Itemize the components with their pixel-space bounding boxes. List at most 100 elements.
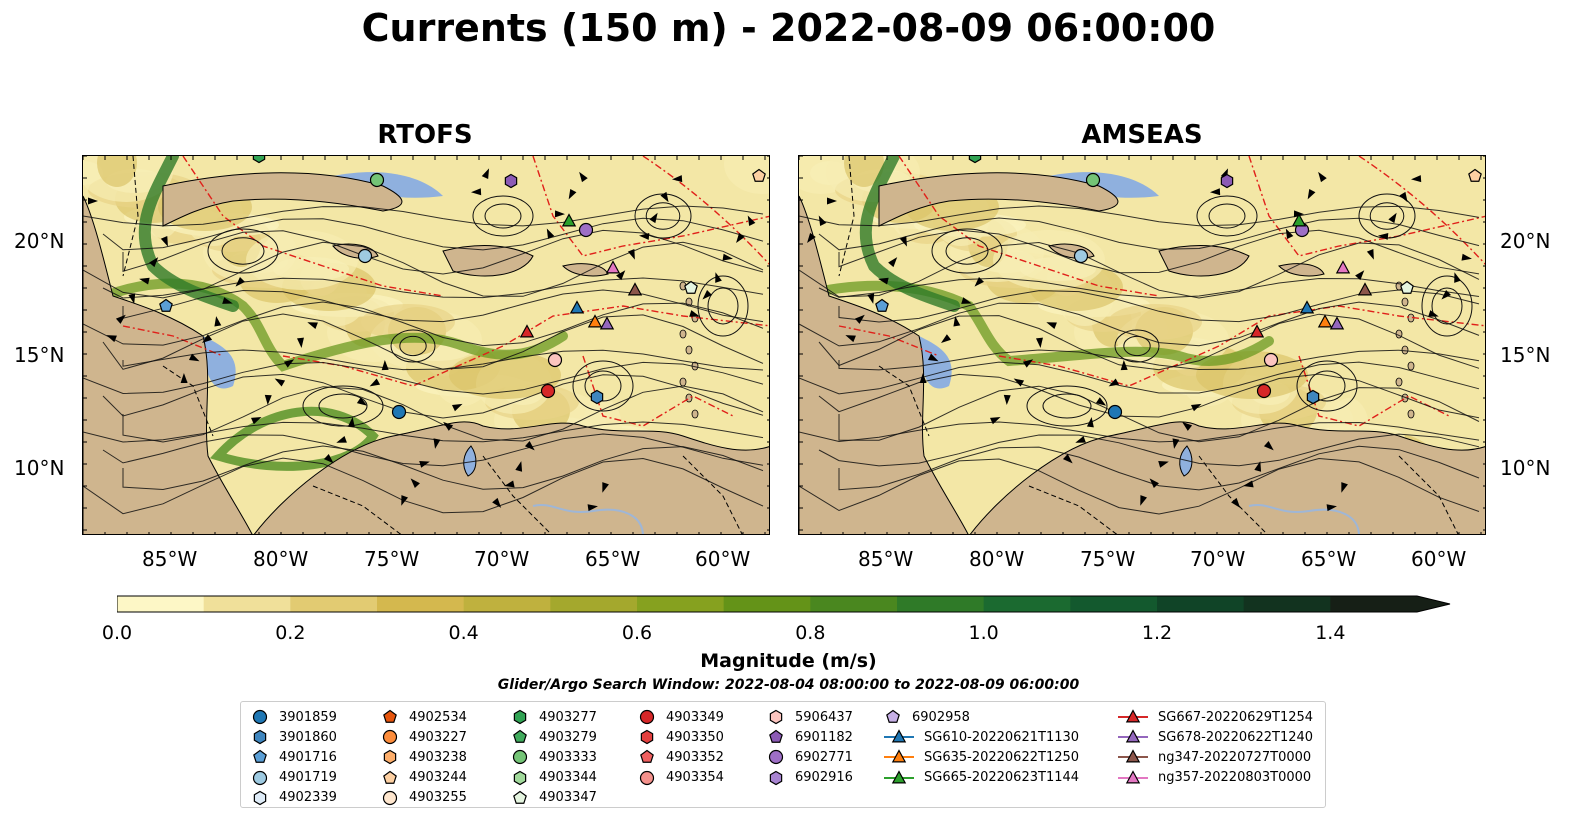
map-graphic [799, 156, 1485, 534]
glider-marker[interactable] [1299, 300, 1315, 314]
argo-float-marker[interactable] [369, 172, 385, 188]
legend-label: 4901719 [279, 770, 337, 786]
streamline-arrow [747, 215, 756, 227]
map-panel-amseas[interactable] [798, 155, 1486, 535]
glider-triangle-icon [1118, 709, 1148, 723]
legend-label: 4903349 [666, 709, 724, 725]
eddy-streamline [1308, 370, 1346, 402]
eez-boundary-line [998, 305, 1485, 387]
glider-triangle-icon [884, 749, 914, 763]
argo-float-marker[interactable] [578, 222, 594, 238]
colorbar-segment [117, 596, 205, 612]
streamline-arrow [1182, 421, 1193, 431]
argo-float-marker[interactable] [1400, 280, 1414, 294]
glider-marker[interactable] [599, 316, 615, 330]
island [1401, 297, 1409, 307]
country-border [312, 485, 402, 534]
streamline-arrow [115, 314, 126, 324]
legend-column: 4902534 4903227 4903238 4903244 4903255 [381, 707, 467, 808]
glider-marker[interactable] [1291, 213, 1307, 227]
colorbar-tick-label: 0.2 [275, 622, 306, 644]
glider-marker[interactable] [627, 282, 643, 296]
streamline-arrow [941, 334, 952, 344]
lat-label-15n-right: 15°N [1500, 343, 1551, 367]
argo-float-marker[interactable] [357, 248, 373, 264]
streamline-arrow [888, 257, 898, 268]
argo-float-marker[interactable] [1107, 404, 1123, 420]
argo-float-marker[interactable] [684, 280, 698, 294]
streamline-arrow [961, 297, 972, 304]
panel-title-amseas: AMSEAS [1081, 120, 1203, 150]
argo-float-marker[interactable] [504, 173, 518, 189]
legend-entry: ng347-20220727T0000 [1118, 747, 1313, 767]
glider-marker[interactable] [605, 260, 621, 274]
argo-float-marker[interactable] [590, 389, 604, 405]
argo-float-marker[interactable] [1306, 389, 1320, 405]
streamline-arrow [401, 495, 408, 506]
colorbar-segment [203, 596, 291, 612]
colorbar-segment [1243, 596, 1331, 612]
streamline-arrow [202, 334, 213, 344]
argo-float-marker[interactable] [875, 298, 889, 312]
streamline [83, 361, 764, 395]
glider-marker[interactable] [561, 213, 577, 227]
lake [1179, 445, 1193, 477]
argo-float-marker[interactable] [1263, 352, 1279, 368]
glider-marker[interactable] [1249, 324, 1265, 338]
argo-float-marker[interactable] [252, 156, 266, 164]
eddy-streamline [1042, 393, 1092, 419]
streamline [799, 241, 1480, 299]
argo-float-marker[interactable] [540, 383, 556, 399]
colorbar-segment [637, 596, 725, 612]
legend-label: 3901860 [279, 729, 337, 745]
streamline-arrow [88, 197, 98, 205]
glider-marker[interactable] [1329, 316, 1345, 330]
eddy-streamline [1208, 203, 1246, 229]
argo-float-marker[interactable] [547, 352, 563, 368]
streamline-arrow [1003, 394, 1011, 405]
colorbar-label: Magnitude (m/s) [700, 650, 877, 672]
eddy-streamline [931, 228, 1003, 274]
hexagon-marker-icon [513, 770, 527, 785]
country-border [838, 156, 855, 277]
legend-label: SG667-20220629T1254 [1158, 709, 1314, 725]
streamline-arrow [1263, 441, 1274, 451]
streamline-arrow [504, 480, 515, 488]
argo-float-marker[interactable] [391, 404, 407, 420]
legend-label: 4902534 [409, 709, 467, 725]
glider-marker[interactable] [519, 324, 535, 338]
colorbar-graphic [116, 595, 1451, 613]
streamline-arrow [1428, 310, 1439, 317]
argo-float-marker[interactable] [1468, 168, 1482, 182]
eddy-streamline [302, 385, 384, 427]
legend-column: 4903349 4903350 4903352 4903354 [638, 707, 724, 788]
glider-marker[interactable] [1335, 260, 1351, 274]
island [685, 345, 693, 355]
glider-marker[interactable] [1317, 314, 1333, 328]
argo-float-marker[interactable] [159, 298, 173, 312]
glider-marker[interactable] [569, 300, 585, 314]
argo-float-marker[interactable] [1085, 172, 1101, 188]
argo-float-marker[interactable] [752, 168, 766, 182]
map-panel-rtofs[interactable] [82, 155, 770, 535]
eez-boundary-line [642, 156, 769, 265]
argo-float-marker[interactable] [1220, 173, 1234, 189]
argo-float-marker[interactable] [1073, 248, 1089, 264]
pentagon-marker-icon [383, 709, 397, 723]
colorbar-extend-arrow [1417, 596, 1450, 612]
glider-marker[interactable] [1357, 282, 1373, 296]
lon-label-70w-right: 70°W [1190, 547, 1246, 571]
search-window-label: Glider/Argo Search Window: 2022-08-04 08… [497, 677, 1080, 693]
glider-marker[interactable] [587, 314, 603, 328]
streamline-arrow [702, 289, 713, 300]
legend-label: 6902916 [795, 770, 853, 786]
argo-float-marker[interactable] [968, 156, 982, 164]
streamline [838, 385, 1480, 443]
streamline-arrow [639, 232, 650, 240]
streamline-arrow [1366, 249, 1374, 260]
colorbar-tick-label: 1.4 [1315, 622, 1346, 644]
streamline-arrow [579, 171, 588, 183]
streamline-arrow [515, 461, 523, 472]
legend-label: SG665-20220623T1144 [924, 770, 1080, 786]
argo-float-marker[interactable] [1256, 383, 1272, 399]
